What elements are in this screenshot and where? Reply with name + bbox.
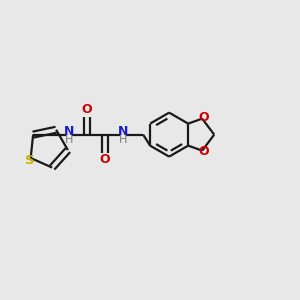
- Text: S: S: [25, 154, 34, 167]
- Text: H: H: [65, 135, 73, 145]
- Text: N: N: [118, 125, 128, 138]
- Text: O: O: [82, 103, 92, 116]
- Text: O: O: [100, 153, 110, 166]
- Text: H: H: [119, 135, 127, 145]
- Text: O: O: [198, 111, 208, 124]
- Text: N: N: [64, 125, 74, 138]
- Text: O: O: [198, 145, 208, 158]
